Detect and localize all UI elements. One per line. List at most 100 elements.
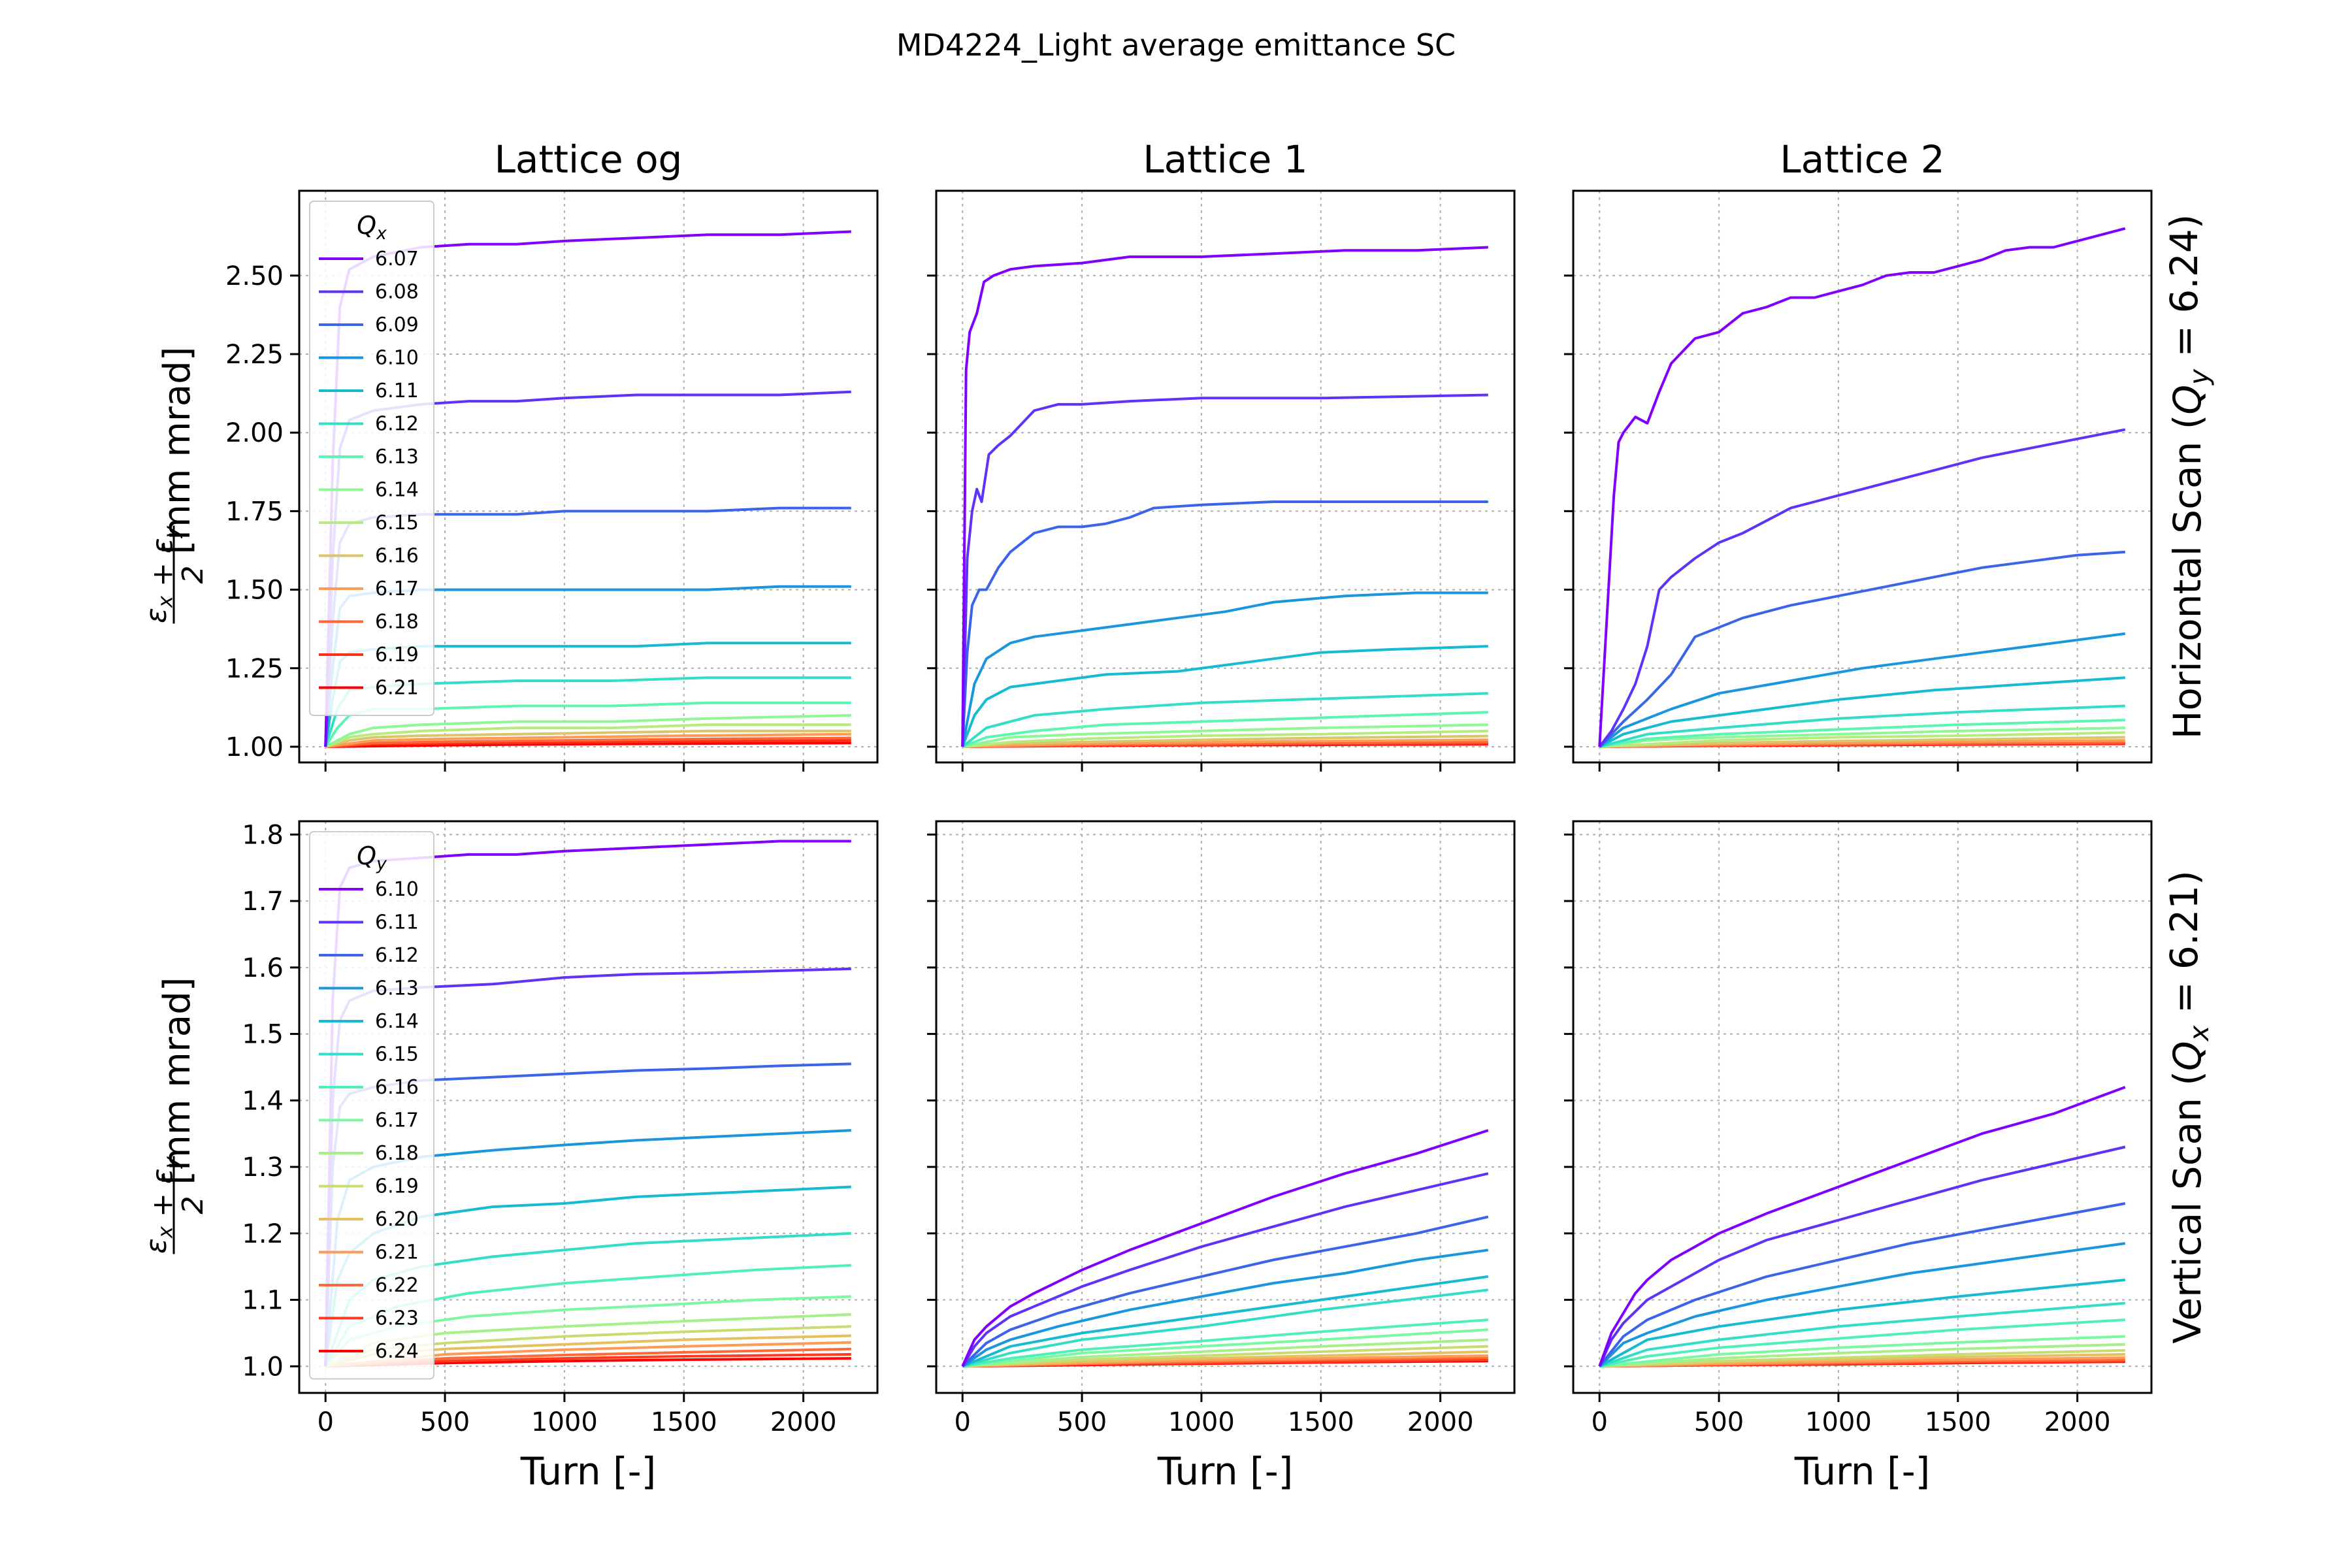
x-tick-label: 0 <box>318 1407 334 1437</box>
legend-entry-label: 6.23 <box>375 1307 419 1330</box>
series-line-6.17 <box>962 1328 1488 1368</box>
legend-entry-label: 6.11 <box>375 911 419 934</box>
row-label-horizontal: Horizontal Scan (Qy = 6.24) <box>2162 214 2215 740</box>
x-tick-label: 1000 <box>1805 1407 1872 1437</box>
legend-entry-label: 6.11 <box>375 380 419 402</box>
y-tick-label: 1.8 <box>242 820 284 850</box>
legend-entry-label: 6.20 <box>375 1208 419 1231</box>
legend-entry-label: 6.22 <box>375 1274 419 1297</box>
series-line-6.12 <box>1599 704 2125 748</box>
row-label-vertical: Vertical Scan (Qx = 6.21) <box>2162 870 2215 1344</box>
x-tick-label: 2000 <box>1407 1407 1474 1437</box>
panel-vertical-2: 0 500 1000 1500 2000 Turn [-] <box>1564 820 2153 1494</box>
y-axis-label-0: εx + εy2[mm mrad] <box>140 346 210 624</box>
series-line-6.19 <box>1599 1348 2125 1368</box>
x-axis-label: Turn [-] <box>520 1449 657 1494</box>
y-label-unit: [mm mrad] <box>156 346 199 554</box>
y-tick-label: 1.3 <box>242 1152 284 1183</box>
series-line-6.15 <box>1599 731 2125 748</box>
y-tick-label: 1.75 <box>225 497 284 527</box>
legend-entry-label: 6.24 <box>375 1340 419 1363</box>
series-group <box>961 246 1488 748</box>
series-line-6.13 <box>1599 719 2125 748</box>
series-line-6.11 <box>1598 1145 2126 1367</box>
legend-entry-label: 6.13 <box>375 977 419 1000</box>
legend-entry-label: 6.12 <box>375 413 419 436</box>
legend-entry-label: 6.21 <box>375 1241 419 1264</box>
legend-entry-label: 6.16 <box>375 545 419 568</box>
legend-entry-label: 6.08 <box>375 281 419 304</box>
y-tick-label: 1.1 <box>242 1286 284 1316</box>
x-tick-label: 1500 <box>651 1407 717 1437</box>
series-line-6.17 <box>1599 1335 2125 1368</box>
panel-horizontal-1: Lattice 1 <box>927 137 1516 772</box>
x-axis-label: Turn [-] <box>1794 1449 1931 1494</box>
column-title: Lattice 2 <box>1780 137 1944 182</box>
series-line-6.11 <box>1599 676 2125 748</box>
series-line-6.14 <box>325 713 851 748</box>
axes-frame <box>1572 820 2153 1394</box>
y-tick-label: 1.2 <box>242 1219 284 1249</box>
x-tick-label: 2000 <box>2044 1407 2111 1437</box>
series-line-6.16 <box>1599 1318 2125 1368</box>
x-tick-label: 1000 <box>531 1407 598 1437</box>
series-line-6.18 <box>1599 1343 2125 1368</box>
series-line-6.15 <box>1599 1301 2125 1368</box>
x-tick-label: 500 <box>1694 1407 1744 1437</box>
series-line-6.17 <box>962 738 1488 748</box>
legend-entry-label: 6.07 <box>375 248 419 270</box>
series-line-6.15 <box>325 723 851 748</box>
legend-entry-label: 6.10 <box>375 347 419 370</box>
series-line-6.09 <box>1598 550 2125 748</box>
series-line-6.10 <box>961 591 1488 747</box>
legend-entry-label: 6.18 <box>375 1142 419 1165</box>
series-line-6.18 <box>962 1338 1488 1368</box>
legend-entry-label: 6.15 <box>375 1043 419 1066</box>
series-line-6.16 <box>325 729 851 748</box>
x-tick-label: 1000 <box>1168 1407 1235 1437</box>
series-line-6.18 <box>325 736 851 748</box>
series-line-6.10 <box>961 1129 1489 1367</box>
legend: Qx 6.07 6.08 6.09 6.10 6.11 6.12 6.13 6.14 6.15 6.… <box>309 201 434 716</box>
y-tick-label: 1.50 <box>225 576 284 606</box>
series-line-6.10 <box>1598 632 2126 748</box>
legend-entry-label: 6.13 <box>375 446 419 468</box>
series-group <box>961 1129 1489 1368</box>
series-line-6.10 <box>1598 1086 2126 1367</box>
panel-vertical-1: 0 500 1000 1500 2000 Turn [-] <box>927 820 1516 1494</box>
series-line-6.16 <box>1599 736 2125 748</box>
column-title: Lattice 1 <box>1143 137 1307 182</box>
y-label-denominator: 2 <box>176 566 210 584</box>
y-label-unit: [mm mrad] <box>156 977 199 1184</box>
series-line-6.21 <box>325 742 851 748</box>
series-line-6.11 <box>961 645 1488 747</box>
series-line-6.15 <box>962 1288 1489 1368</box>
legend-entry-label: 6.12 <box>375 944 419 967</box>
series-group <box>1598 227 2126 748</box>
axes-frame <box>1572 189 2153 764</box>
x-tick-label: 500 <box>1057 1407 1107 1437</box>
y-label-denominator: 2 <box>176 1196 210 1215</box>
y-tick-label: 1.00 <box>225 732 284 762</box>
legend-entry-label: 6.10 <box>375 878 419 901</box>
legend-entry-label: 6.14 <box>375 479 419 502</box>
legend: Qy 6.10 6.11 6.12 6.13 6.14 6.15 6.16 6.17 6.18 6.… <box>309 831 434 1380</box>
y-tick-label: 1.6 <box>242 953 284 983</box>
series-line-6.11 <box>961 1172 1489 1367</box>
series-line-6.14 <box>962 723 1488 748</box>
x-tick-label: 2000 <box>770 1407 837 1437</box>
series-line-6.09 <box>961 500 1488 747</box>
series-line-6.07 <box>1598 227 2126 747</box>
y-axis-label-1: εx + εy2[mm mrad] <box>140 977 210 1254</box>
legend-entry-label: 6.18 <box>375 611 419 634</box>
legend-entry-label: 6.14 <box>375 1010 419 1033</box>
series-line-6.19 <box>962 1345 1488 1368</box>
legend-entry-label: 6.09 <box>375 314 419 336</box>
series-line-6.12 <box>1598 1202 2126 1367</box>
column-title: Lattice og <box>495 137 683 182</box>
y-tick-label: 2.50 <box>225 261 284 291</box>
series-line-6.07 <box>961 246 1488 747</box>
x-tick-label: 1500 <box>1925 1407 1991 1437</box>
series-line-6.17 <box>325 732 851 748</box>
